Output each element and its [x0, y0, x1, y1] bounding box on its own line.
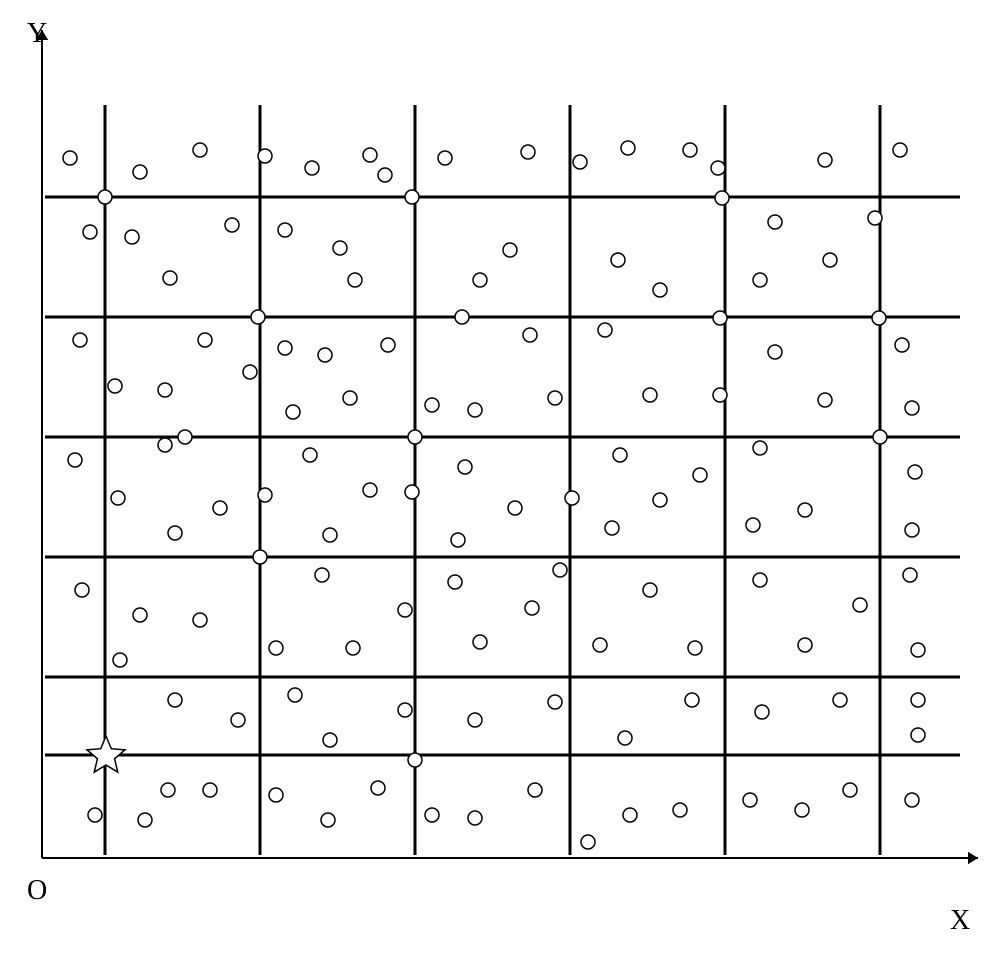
scatter-grid-plot	[0, 0, 1000, 955]
diagram-container: Y O X	[0, 0, 1000, 955]
x-axis-label: X	[950, 905, 970, 937]
y-axis-label: Y	[27, 18, 47, 50]
origin-label: O	[27, 875, 47, 907]
